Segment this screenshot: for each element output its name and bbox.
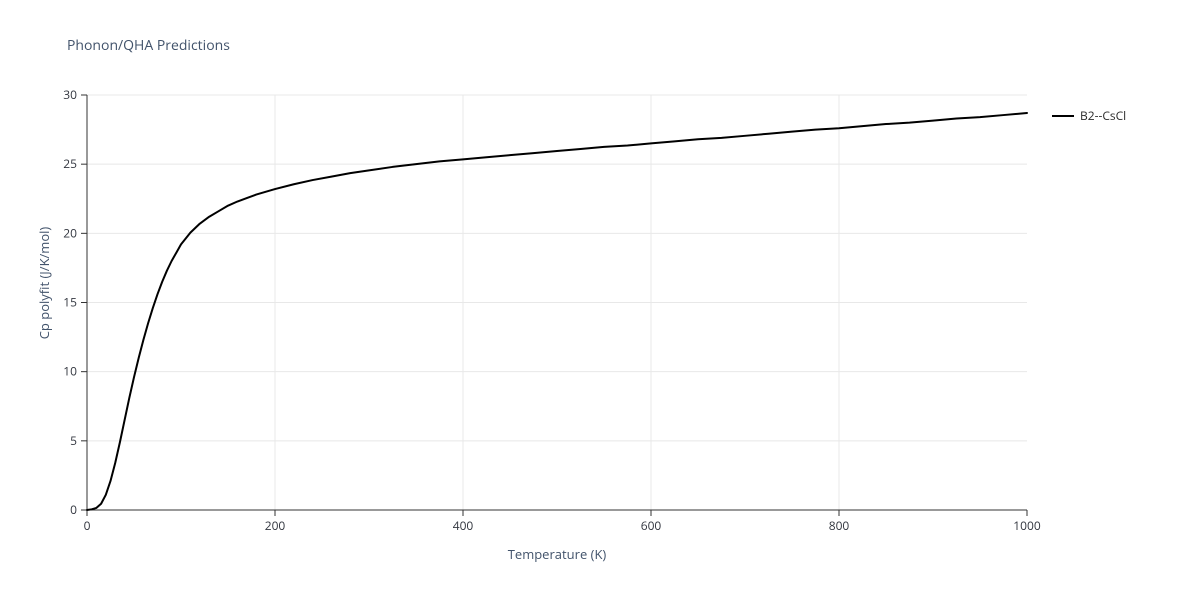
svg-text:1000: 1000 xyxy=(1013,517,1041,534)
svg-text:25: 25 xyxy=(63,155,77,172)
chart-container: { "chart": { "type": "line", "title": "P… xyxy=(0,0,1200,600)
svg-text:15: 15 xyxy=(63,294,77,311)
chart-plot-area: 0 200 400 600 800 1000 0 5 10 15 20 25 30 xyxy=(0,0,1200,600)
svg-text:400: 400 xyxy=(453,517,474,534)
svg-text:600: 600 xyxy=(641,517,662,534)
series-line xyxy=(87,113,1027,510)
svg-text:30: 30 xyxy=(63,86,77,103)
svg-text:0: 0 xyxy=(70,501,77,518)
svg-text:800: 800 xyxy=(829,517,850,534)
svg-text:20: 20 xyxy=(63,224,77,241)
svg-text:5: 5 xyxy=(70,432,77,449)
svg-text:0: 0 xyxy=(84,517,91,534)
svg-text:200: 200 xyxy=(265,517,286,534)
svg-text:10: 10 xyxy=(63,363,77,380)
